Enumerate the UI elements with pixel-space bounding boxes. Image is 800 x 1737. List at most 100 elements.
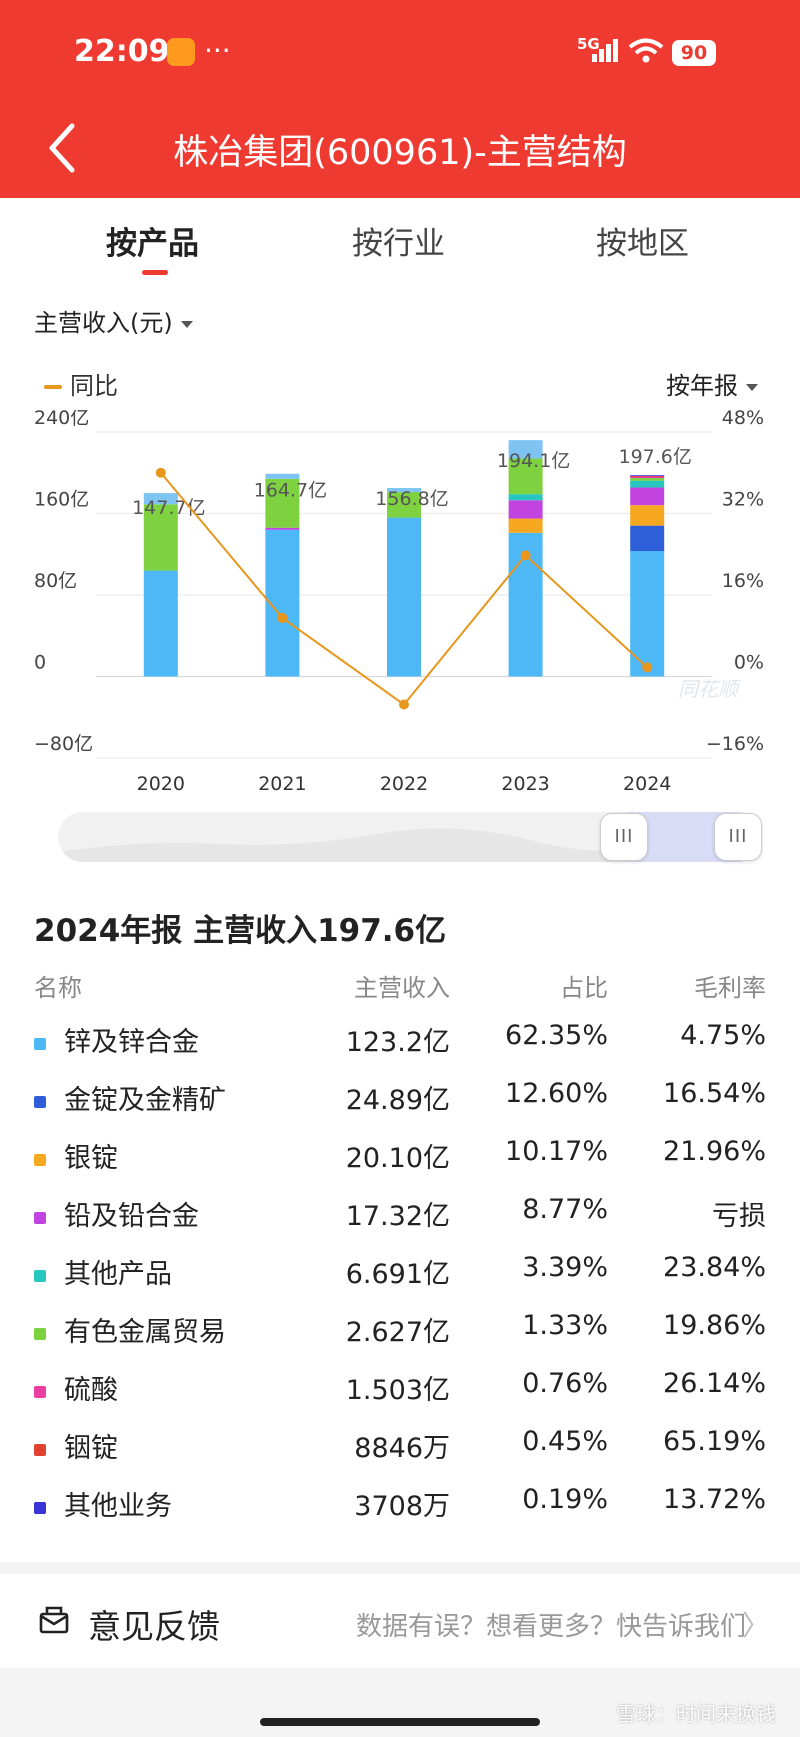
caret-down-icon: [180, 320, 193, 328]
table-row[interactable]: 其他产品 6.691亿 3.39% 23.84%: [0, 1242, 800, 1300]
bar-segment: [508, 518, 543, 533]
color-swatch: [34, 1037, 46, 1050]
row-name-label: 铅及铅合金: [64, 1201, 199, 1232]
bar-segment: [265, 478, 300, 528]
row-revenue: 3708万: [354, 1491, 450, 1522]
bar-segment: [387, 517, 421, 677]
revenue-chart: 240亿 160亿 80亿 0 −80亿 48% 32% 16% 0% −16% 147.7亿 202…: [34, 410, 764, 795]
feedback-title: 意见反馈: [88, 1607, 220, 1646]
bar-segment: [143, 504, 178, 571]
row-margin: 13.72%: [663, 1484, 766, 1515]
left-axis-tick-label: 80亿: [34, 570, 77, 592]
row-name: 锌及锌合金: [34, 1020, 199, 1059]
row-margin: 19.86%: [663, 1310, 766, 1341]
caret-down-icon: [746, 383, 758, 391]
row-name-label: 硫酸: [64, 1375, 118, 1406]
yoy-legend[interactable]: 同比: [44, 366, 118, 401]
more-notifications-icon: ···: [204, 34, 231, 67]
row-share: 0.45%: [522, 1426, 608, 1457]
bar-total-label: 164.7亿: [254, 480, 327, 502]
x-axis-tick-label: 2024: [623, 773, 671, 795]
row-name-label: 铟锭: [64, 1433, 118, 1464]
row-revenue: 1.503亿: [345, 1375, 450, 1406]
feedback-link[interactable]: 数据有误？想看更多？快告诉我们: [355, 1612, 746, 1642]
bar-segment: [630, 480, 665, 488]
bar-segment: [508, 440, 543, 459]
row-name-label: 其他业务: [64, 1491, 172, 1522]
bar-segment: [143, 493, 178, 505]
bar-segment: [265, 527, 300, 530]
row-revenue: 2.627亿: [345, 1317, 450, 1348]
table-row[interactable]: 其他业务 3708万 0.19% 13.72%: [0, 1474, 800, 1532]
right-axis-tick-label: 48%: [722, 410, 764, 429]
slider-thumbnail: [58, 828, 762, 862]
row-name: 有色金属贸易: [34, 1310, 226, 1349]
row-share: 8.77%: [522, 1194, 608, 1225]
bar-segment: [387, 488, 421, 493]
chevron-right-icon: 〉: [741, 1609, 770, 1642]
row-revenue: 6.691亿: [345, 1259, 450, 1290]
tab-by-industry[interactable]: 按行业: [352, 226, 445, 262]
color-swatch: [34, 1327, 46, 1340]
back-button[interactable]: [42, 120, 82, 176]
tab-by-region[interactable]: 按地区: [596, 226, 689, 262]
row-share: 62.35%: [505, 1020, 608, 1051]
chart-watermark: 同花顺: [678, 677, 742, 701]
network-type: 5G: [577, 35, 600, 53]
row-margin: 26.14%: [663, 1368, 766, 1399]
table-row[interactable]: 有色金属贸易 2.627亿 1.33% 19.86%: [0, 1300, 800, 1358]
bar-segment: [630, 487, 665, 506]
metric-dropdown[interactable]: 主营收入(元): [34, 303, 193, 338]
right-axis-tick-label: 32%: [722, 489, 764, 511]
section-divider: [0, 1562, 800, 1574]
table-row[interactable]: 硫酸 1.503亿 0.76% 26.14%: [0, 1358, 800, 1416]
color-swatch: [34, 1153, 46, 1166]
feedback-row[interactable]: 意见反馈 数据有误？想看更多？快告诉我们 〉: [0, 1574, 800, 1668]
status-time: 22:09: [74, 34, 170, 69]
row-share: 0.19%: [522, 1484, 608, 1515]
row-revenue: 8846万: [354, 1433, 450, 1464]
bar-total-label: 194.1亿: [497, 450, 570, 472]
home-indicator[interactable]: [260, 1718, 540, 1726]
row-share: 12.60%: [505, 1078, 608, 1109]
bar-segment: [630, 475, 665, 477]
right-axis-tick-label: 16%: [722, 570, 764, 592]
table-row[interactable]: 金锭及金精矿 24.89亿 12.60% 16.54%: [0, 1068, 800, 1126]
yoy-point: [277, 612, 288, 623]
color-swatch: [34, 1095, 46, 1108]
bar-segment: [508, 500, 543, 519]
table-row[interactable]: 银锭 20.10亿 10.17% 21.96%: [0, 1126, 800, 1184]
row-share: 0.76%: [522, 1368, 608, 1399]
yoy-legend-label: 同比: [70, 372, 118, 400]
slider-left-handle[interactable]: III: [600, 813, 648, 861]
tab-by-product[interactable]: 按产品: [106, 226, 199, 262]
color-swatch: [34, 1501, 46, 1514]
left-axis-tick-label: 0: [34, 652, 46, 674]
period-dropdown[interactable]: 按年报: [666, 366, 758, 401]
bar-segment: [143, 570, 178, 677]
row-name: 铟锭: [34, 1426, 118, 1465]
x-axis-tick-label: 2020: [137, 773, 185, 795]
slider-right-handle[interactable]: III: [714, 813, 762, 861]
bar-total-label: 147.7亿: [132, 497, 205, 519]
bar-segment: [630, 476, 665, 479]
x-axis-tick-label: 2023: [501, 773, 549, 795]
tab-bar: 按产品 按行业 按地区: [0, 198, 800, 278]
revenue-table: 名称 主营收入 占比 毛利率 锌及锌合金 123.2亿 62.35% 4.75% 金锭及…: [0, 960, 800, 1532]
table-row[interactable]: 铟锭 8846万 0.45% 65.19%: [0, 1416, 800, 1474]
table-row[interactable]: 锌及锌合金 123.2亿 62.35% 4.75%: [0, 1010, 800, 1068]
row-name: 硫酸: [34, 1368, 118, 1407]
range-slider-track[interactable]: [58, 812, 762, 862]
bar-segment: [630, 475, 665, 477]
row-margin: 21.96%: [663, 1136, 766, 1167]
table-row[interactable]: 铅及铅合金 17.32亿 8.77% 亏损: [0, 1184, 800, 1242]
table-body: 锌及锌合金 123.2亿 62.35% 4.75% 金锭及金精矿 24.89亿 12.60%…: [0, 1010, 800, 1532]
bar-total-label: 197.6亿: [618, 446, 691, 468]
summary-title: 2024年报 主营收入197.6亿: [34, 913, 447, 949]
row-margin: 23.84%: [663, 1252, 766, 1283]
bar-segment: [630, 505, 665, 526]
table-header: 名称 主营收入 占比 毛利率: [0, 960, 800, 1010]
bar-total-label: 156.8亿: [375, 488, 448, 510]
x-axis-tick-label: 2021: [258, 773, 306, 795]
right-axis-tick-label: −16%: [706, 733, 764, 755]
